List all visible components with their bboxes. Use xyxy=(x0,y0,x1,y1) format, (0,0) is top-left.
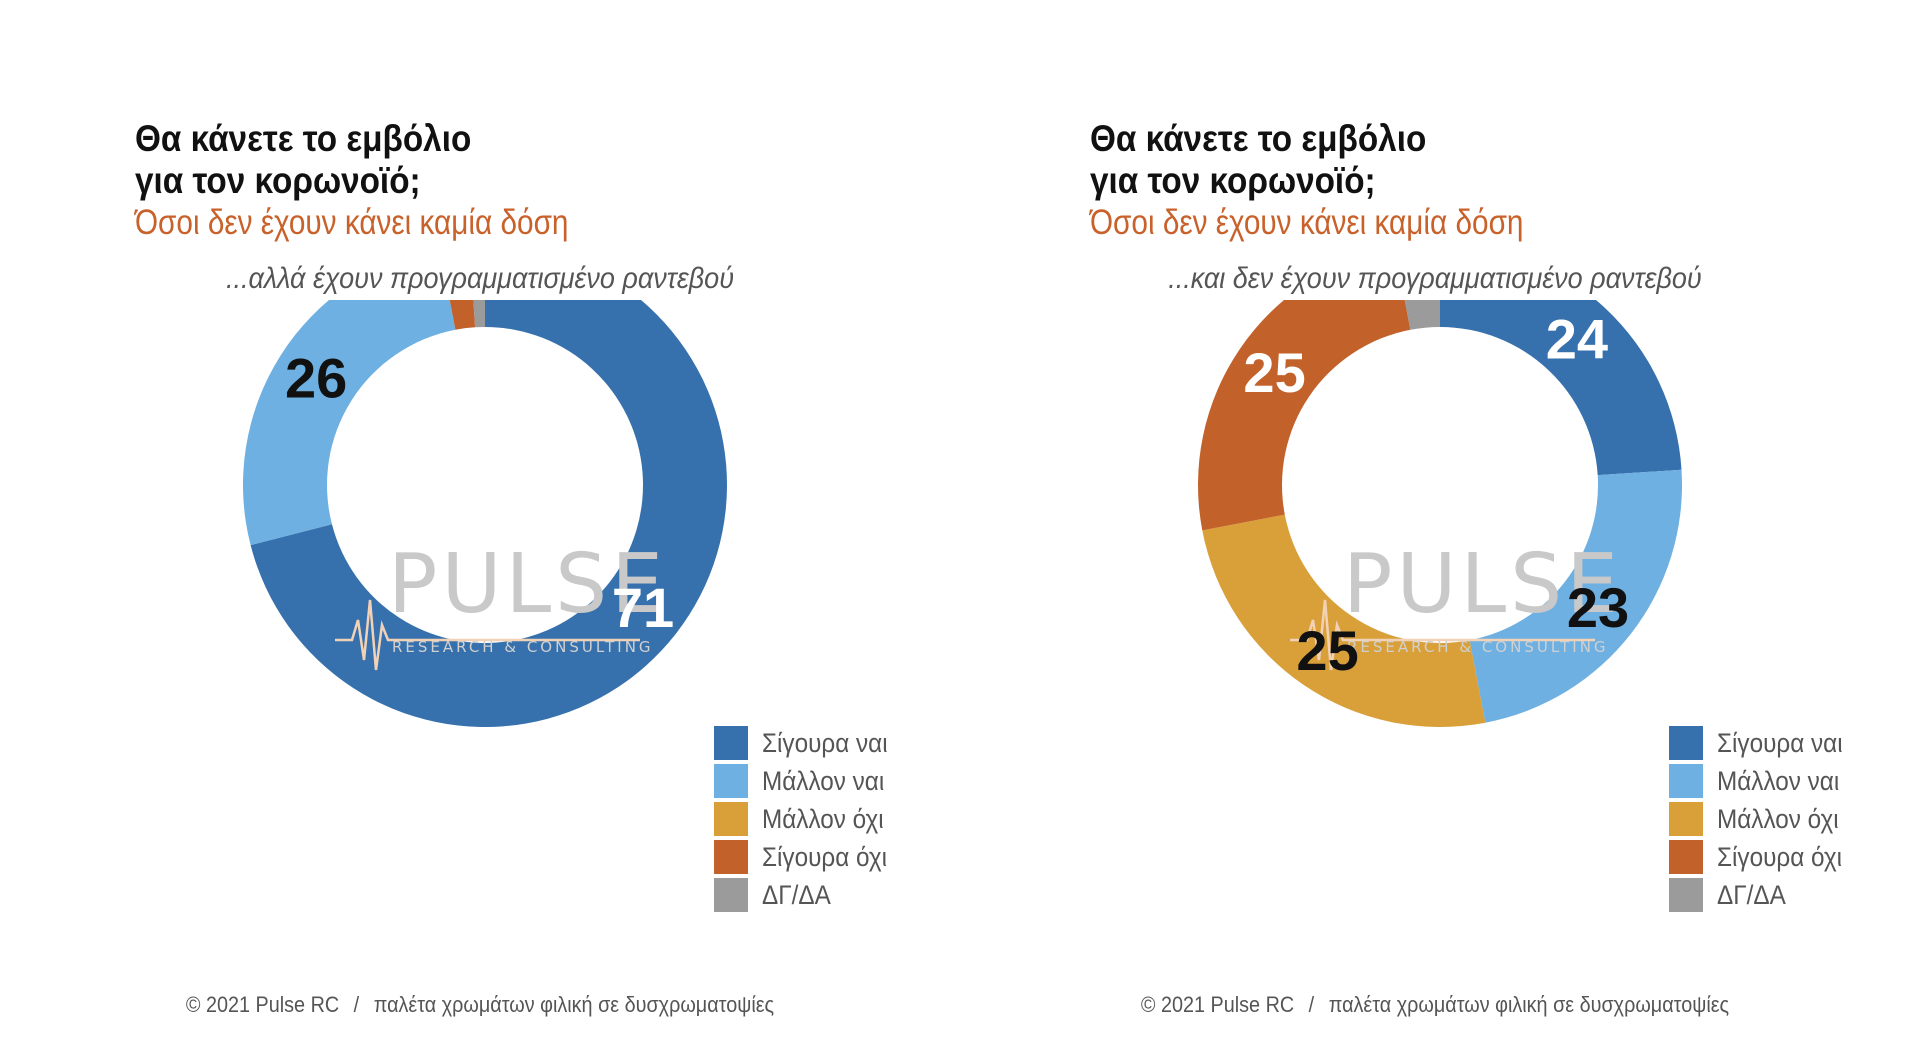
legend-item-probably-yes: Μάλλον ναι xyxy=(714,764,954,798)
legend-swatch xyxy=(714,878,748,912)
legend-item-certainly-no: Σίγουρα όχι xyxy=(1669,840,1909,874)
donut-slice xyxy=(1469,469,1682,723)
legend-label: ΔΓ/ΔΑ xyxy=(1717,880,1786,910)
donut-slice xyxy=(1440,300,1682,476)
pulse-line-icon xyxy=(335,599,640,671)
legend-swatch xyxy=(1669,764,1703,798)
watermark-brand: PULSE xyxy=(388,537,667,632)
footer: © 2021 Pulse RC / παλέτα χρωμάτων φιλική… xyxy=(48,992,912,1018)
data-label: 25 xyxy=(1296,619,1358,682)
watermark-tagline: RESEARCH & CONSULTING xyxy=(392,638,654,656)
chart-title: Θα κάνετε το εμβόλιο για τον κορωνοϊό; xyxy=(1090,118,1426,202)
footer-copyright: © 2021 Pulse RC xyxy=(185,992,340,1017)
legend-item-probably-no: Μάλλον όχι xyxy=(714,802,954,836)
legend-swatch xyxy=(1669,726,1703,760)
legend-label: Μάλλον όχι xyxy=(1717,804,1839,834)
donut-slice xyxy=(449,300,476,330)
legend-item-certainly-no: Σίγουρα όχι xyxy=(714,840,954,874)
pulse-watermark: PULSE RESEARCH & CONSULTING xyxy=(1290,537,1622,671)
legend-item-dk-na: ΔΓ/ΔΑ xyxy=(714,878,954,912)
donut-data-labels: 24 23 25 25 3 xyxy=(1243,300,1629,682)
legend-item-probably-no: Μάλλον όχι xyxy=(1669,802,1909,836)
donut-data-labels: 71 26 21 xyxy=(285,300,674,639)
donut-slice xyxy=(1198,300,1411,531)
chart-title-line2: για τον κορωνοϊό; xyxy=(135,160,421,201)
donut-slice xyxy=(1202,514,1486,727)
chart-panel-right: Θα κάνετε το εμβόλιο για τον κορωνοϊό; Ό… xyxy=(955,0,1915,1064)
legend-label: Σίγουρα ναι xyxy=(1717,728,1843,758)
legend-label: Σίγουρα όχι xyxy=(1717,842,1843,872)
legend-label: Μάλλον ναι xyxy=(1717,766,1840,796)
chart-subtitle: Όσοι δεν έχουν κάνει καμία δόση xyxy=(135,203,569,242)
data-label: 25 xyxy=(1243,341,1305,404)
footer-copyright: © 2021 Pulse RC xyxy=(1140,992,1295,1017)
donut-slice xyxy=(243,300,456,546)
donut-chart-right: PULSE RESEARCH & CONSULTING 24 23 25 25 3 xyxy=(1198,300,1682,727)
donut-slice xyxy=(1404,300,1440,330)
data-label: 2 xyxy=(443,300,465,309)
footer-note: παλέτα χρωμάτων φιλική σε δυσχρωματοψίες xyxy=(373,992,775,1017)
legend-label: Σίγουρα ναι xyxy=(762,728,888,758)
legend-item-certainly-yes: Σίγουρα ναι xyxy=(1669,726,1909,760)
footer: © 2021 Pulse RC / παλέτα χρωμάτων φιλική… xyxy=(1003,992,1867,1018)
donut-slice xyxy=(473,300,485,328)
legend-swatch xyxy=(714,764,748,798)
data-label: 24 xyxy=(1546,308,1608,371)
footer-separator: / xyxy=(1308,992,1315,1017)
data-label: 23 xyxy=(1567,576,1629,639)
chart-title: Θα κάνετε το εμβόλιο για τον κορωνοϊό; xyxy=(135,118,471,202)
legend-item-certainly-yes: Σίγουρα ναι xyxy=(714,726,954,760)
chart-note: ...και δεν έχουν προγραμματισμένο ραντεβ… xyxy=(1168,262,1702,295)
legend-label: Σίγουρα όχι xyxy=(762,842,888,872)
pulse-watermark: PULSE RESEARCH & CONSULTING xyxy=(335,537,667,671)
donut-chart-left: PULSE RESEARCH & CONSULTING 71 26 21 xyxy=(243,300,727,727)
watermark-brand: PULSE xyxy=(1343,537,1622,632)
legend-swatch xyxy=(1669,840,1703,874)
footer-separator: / xyxy=(353,992,360,1017)
pulse-line-icon xyxy=(1290,599,1595,671)
donut-slice xyxy=(250,300,727,727)
legend-swatch xyxy=(714,802,748,836)
data-label: 71 xyxy=(612,576,674,639)
data-label: 26 xyxy=(285,346,347,409)
legend-swatch xyxy=(1669,878,1703,912)
footer-note: παλέτα χρωμάτων φιλική σε δυσχρωματοψίες xyxy=(1328,992,1730,1017)
data-label: 1 xyxy=(462,300,484,307)
data-label: 3 xyxy=(1404,300,1426,308)
chart-title-line1: Θα κάνετε το εμβόλιο xyxy=(135,118,472,159)
legend-item-probably-yes: Μάλλον ναι xyxy=(1669,764,1909,798)
legend-swatch xyxy=(714,726,748,760)
donut-slices xyxy=(1198,300,1682,727)
chart-title-line2: για τον κορωνοϊό; xyxy=(1090,160,1376,201)
chart-panel-left: Θα κάνετε το εμβόλιο για τον κορωνοϊό; Ό… xyxy=(48,118,954,1018)
legend-item-dk-na: ΔΓ/ΔΑ xyxy=(1669,878,1909,912)
donut-slices xyxy=(243,300,727,727)
legend-label: Μάλλον ναι xyxy=(762,766,885,796)
chart-subtitle: Όσοι δεν έχουν κάνει καμία δόση xyxy=(1090,203,1524,242)
legend-swatch xyxy=(714,840,748,874)
legend-swatch xyxy=(1669,802,1703,836)
chart-note: ...αλλά έχουν προγραμματισμένο ραντεβού xyxy=(225,262,735,295)
legend-label: Μάλλον όχι xyxy=(762,804,884,834)
watermark-tagline: RESEARCH & CONSULTING xyxy=(1347,638,1609,656)
legend-label: ΔΓ/ΔΑ xyxy=(762,880,831,910)
chart-title-line1: Θα κάνετε το εμβόλιο xyxy=(1090,118,1427,159)
